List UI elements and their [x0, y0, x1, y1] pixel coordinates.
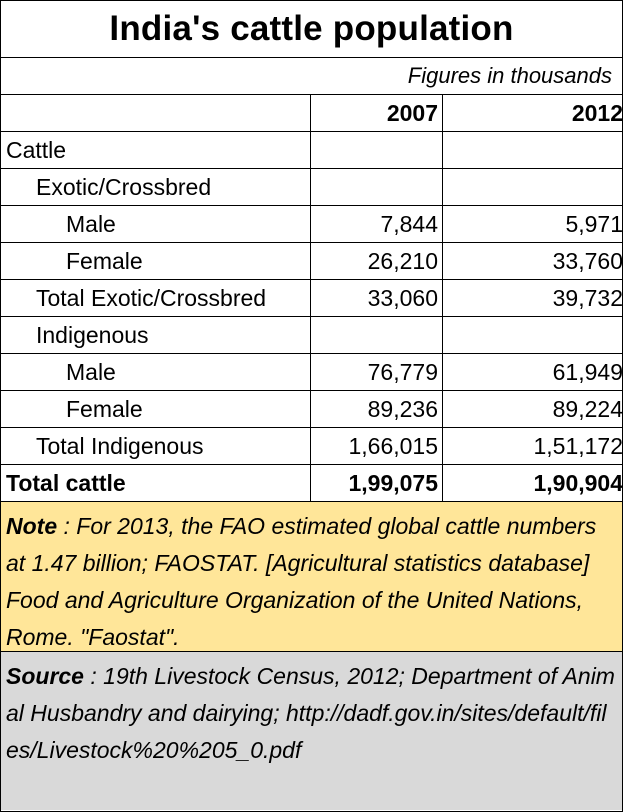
table-title: India's cattle population	[1, 1, 622, 58]
value-2007: 33,060	[310, 279, 443, 317]
table-row: Female 26,210 33,760	[1, 242, 623, 280]
note-label: Note	[6, 513, 58, 539]
value-2012	[442, 168, 623, 206]
table-row: Male 76,779 61,949	[1, 353, 623, 391]
grand-total-row: Total cattle 1,99,075 1,90,904	[1, 464, 623, 502]
table-row: Male 7,844 5,971	[1, 205, 623, 243]
table-row: Indigenous	[1, 316, 623, 354]
row-label: Exotic/Crossbred	[1, 168, 311, 206]
value-2012: 89,224	[442, 390, 623, 428]
header-2012: 2012	[442, 95, 623, 132]
value-2007: 89,236	[310, 390, 443, 428]
table-row: Exotic/Crossbred	[1, 168, 623, 206]
value-2007: 26,210	[310, 242, 443, 280]
row-label: Male	[1, 353, 311, 391]
row-label: Female	[1, 390, 311, 428]
value-2007: 76,779	[310, 353, 443, 391]
note-separator: :	[57, 513, 77, 539]
value-2007	[310, 168, 443, 206]
units-caption: Figures in thousands	[1, 58, 622, 95]
row-label: Cattle	[1, 131, 311, 169]
value-2007	[310, 316, 443, 354]
value-2012: 61,949	[442, 353, 623, 391]
source-label: Source	[6, 663, 84, 689]
row-label: Indigenous	[1, 316, 311, 354]
value-2012: 5,971	[442, 205, 623, 243]
table-row: Female 89,236 89,224	[1, 390, 623, 428]
note-text: For 2013, the FAO estimated global cattl…	[6, 513, 597, 650]
row-label: Male	[1, 205, 311, 243]
row-label: Total Indigenous	[1, 427, 311, 465]
header-label-cell	[1, 95, 311, 132]
table-row: Total Exotic/Crossbred 33,060 39,732	[1, 279, 623, 317]
grand-total-label: Total cattle	[1, 464, 311, 502]
value-2007: 1,66,015	[310, 427, 443, 465]
value-2012: 39,732	[442, 279, 623, 317]
note-box: Note : For 2013, the FAO estimated globa…	[1, 502, 622, 652]
value-2012	[442, 316, 623, 354]
header-row: 2007 2012	[1, 95, 623, 132]
grand-total-2007: 1,99,075	[310, 464, 443, 502]
row-label: Female	[1, 242, 311, 280]
value-2012	[442, 131, 623, 169]
grand-total-2012: 1,90,904	[442, 464, 623, 502]
value-2012: 1,51,172	[442, 427, 623, 465]
table-row: Total Indigenous 1,66,015 1,51,172	[1, 427, 623, 465]
data-table: 2007 2012 Cattle Exotic/Crossbred Male 7,84…	[1, 95, 623, 502]
value-2007: 7,844	[310, 205, 443, 243]
value-2012: 33,760	[442, 242, 623, 280]
table-row: Cattle	[1, 131, 623, 169]
header-2007: 2007	[310, 95, 443, 132]
source-separator: :	[83, 663, 104, 689]
value-2007	[310, 131, 443, 169]
source-box: Source : 19th Livestock Census, 2012; De…	[1, 652, 622, 810]
row-label: Total Exotic/Crossbred	[1, 279, 311, 317]
source-text: 19th Livestock Census, 2012; Department …	[6, 663, 615, 763]
